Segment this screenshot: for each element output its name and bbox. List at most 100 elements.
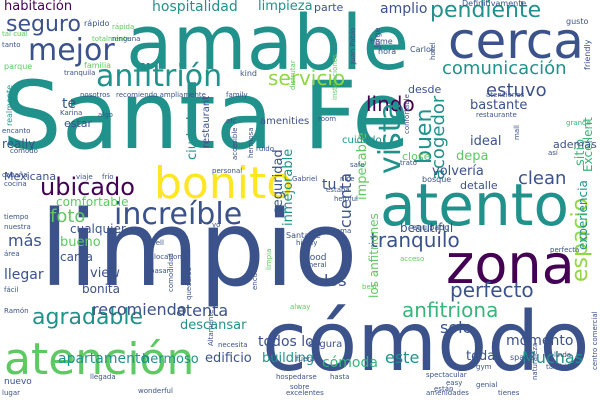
cloud-word: estar	[64, 117, 93, 130]
cloud-word: habitación	[4, 0, 73, 14]
cloud-word: wonderful	[138, 387, 173, 395]
cloud-word: nuevo	[4, 377, 32, 387]
cloud-word: limpio	[40, 188, 358, 310]
cloud-word: naturaleza	[531, 342, 539, 380]
cloud-word: algo	[98, 111, 113, 119]
cloud-word: además	[553, 138, 597, 151]
cloud-word: agradable	[32, 305, 144, 330]
cloud-word: inmejorable	[281, 148, 296, 226]
cloud-word: encanto	[2, 127, 31, 135]
cloud-word: comfortable	[56, 195, 129, 209]
cloud-word: limpieza	[258, 0, 313, 14]
cloud-word: Santa Fe	[2, 62, 410, 171]
cloud-word: cerca	[448, 12, 584, 70]
cloud-word: bonito	[154, 158, 294, 209]
cloud-word: disfrutar	[289, 60, 297, 90]
cloud-word: etc	[226, 117, 237, 125]
cloud-word: quedarse	[185, 267, 193, 300]
cloud-word: nosotros	[80, 91, 111, 99]
cloud-word: también	[546, 363, 575, 371]
cloud-word: location	[154, 253, 182, 261]
cloud-word: están	[434, 385, 454, 393]
cloud-word: hasta	[330, 373, 350, 381]
cloud-word: toda	[466, 349, 496, 364]
cloud-word: building	[262, 351, 315, 366]
cloud-word: área	[4, 250, 20, 258]
cloud-word: realmente	[5, 84, 14, 126]
cloud-word: Altamente	[207, 309, 215, 346]
cloud-word: close	[402, 150, 431, 163]
cloud-word: este	[385, 348, 420, 367]
cloud-word: rápida	[112, 23, 135, 31]
cloud-word: hospedarse	[276, 373, 317, 381]
cloud-word: Mexicana	[4, 170, 57, 183]
cloud-word: acceso	[400, 255, 425, 263]
cloud-word: hermosa	[247, 127, 255, 158]
cloud-word: helpful	[334, 195, 358, 203]
cloud-word: totalmente	[92, 35, 131, 43]
cloud-word: Karina	[60, 109, 83, 117]
cloud-word: nuestra	[4, 223, 31, 231]
cloud-word: momento	[506, 333, 574, 349]
cloud-word: desde	[408, 83, 442, 96]
cloud-word: encuentra	[251, 254, 259, 290]
cloud-word: genial	[476, 381, 498, 389]
cloud-word: centro comercial	[591, 311, 599, 370]
cloud-word: trato	[400, 159, 417, 167]
cloud-word: ubicado	[40, 173, 135, 201]
cloud-word: apartamento	[58, 351, 150, 367]
cloud-word: problema	[318, 227, 352, 235]
cloud-word: cómoda	[322, 355, 378, 371]
cloud-word: llegar	[4, 267, 44, 283]
cloud-word: gym	[476, 363, 492, 371]
cloud-word: restaurante	[476, 111, 517, 119]
cloud-word: tiempo	[4, 213, 29, 221]
cloud-word: amplio	[380, 1, 428, 17]
cloud-word: anfitrión	[96, 59, 223, 94]
cloud-word: space	[510, 353, 534, 362]
cloud-word: Gabriel	[292, 175, 318, 183]
cloud-word: foto	[50, 206, 86, 227]
cloud-word: room	[318, 115, 337, 123]
cloud-word: cama	[60, 250, 93, 264]
cloud-word: tienes	[498, 389, 520, 397]
cloud-word: parque	[4, 62, 33, 71]
cloud-word: pendiente	[430, 0, 542, 23]
cloud-word: los	[324, 271, 347, 290]
cloud-word: frío	[102, 173, 114, 181]
cloud-word: family	[226, 91, 248, 99]
cloud-word: solo	[440, 318, 473, 337]
cloud-word: experiencia	[576, 180, 590, 250]
cloud-word: amenidades	[426, 389, 469, 397]
cloud-word: atención	[4, 334, 195, 385]
cloud-word: más	[8, 231, 42, 250]
cloud-word: good	[304, 253, 327, 263]
cloud-word: amable	[126, 0, 410, 87]
cloud-word: cuidado	[342, 135, 382, 146]
cloud-word: home	[370, 37, 393, 46]
cloud-word: pasar	[150, 267, 170, 275]
cloud-word: equipado	[412, 223, 450, 232]
cloud-word: hospitalidad	[152, 0, 238, 15]
cloud-word: safe	[350, 161, 365, 169]
cloud-word: tranquila	[64, 69, 96, 77]
cloud-word: zona	[446, 233, 575, 296]
cloud-word: bosque	[422, 175, 452, 184]
cloud-word: increíble	[114, 197, 243, 232]
cloud-word: mejor	[28, 33, 115, 68]
cloud-word: tu	[322, 177, 337, 193]
cloud-word: perfecta	[550, 246, 580, 254]
cloud-word: Juan Pablo	[349, 27, 357, 64]
cloud-word: cómodo	[10, 147, 38, 155]
cloud-word: fuera	[296, 355, 315, 363]
cloud-word: view	[90, 266, 120, 281]
cloud-word: excelentes	[286, 389, 324, 397]
cloud-word: llegada	[90, 373, 116, 381]
cloud-word: te	[62, 96, 77, 112]
cloud-word: linda	[554, 351, 572, 359]
cloud-word: perfecto	[450, 278, 534, 302]
cloud-word: spectacular	[426, 371, 467, 379]
cloud-word: instalaciones	[331, 54, 339, 100]
cloud-word: best	[362, 283, 378, 291]
cloud-word: highly	[296, 239, 318, 247]
